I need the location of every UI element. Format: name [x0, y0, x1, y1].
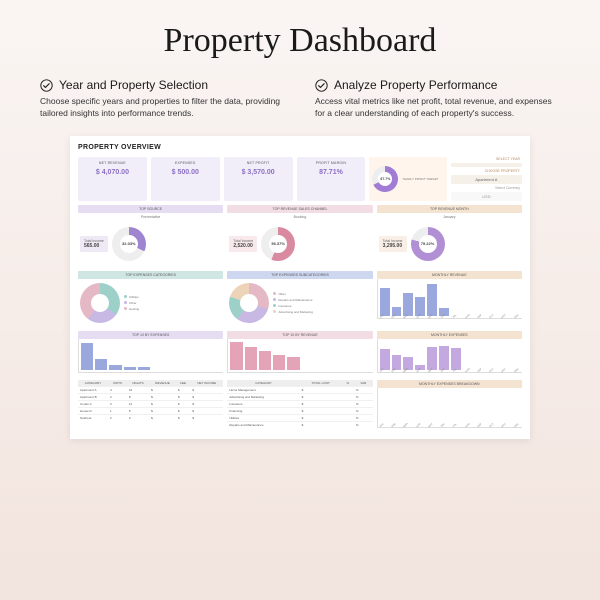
top-revenue-channel: TOP REVENUE SALES CHANNEL Booking Total …	[227, 205, 372, 267]
cost-table: CATEGORYTOTAL COST%VARHome Management$%A…	[227, 380, 372, 431]
sec-title: MONTHLY EXPENSES	[377, 331, 522, 339]
sec-title: TOP 10 BY REVENUE	[227, 331, 372, 339]
legend-item: Other	[273, 292, 313, 296]
feature-title: Year and Property Selection	[59, 78, 208, 92]
target-label: YEARLY PROFIT TARGET	[402, 177, 443, 181]
expense-categories: TOP EXPENSES CATEGORIES Utilities Other Ho…	[78, 271, 223, 327]
sec-title: TOP 10 BY EXPENSES	[78, 331, 223, 339]
feature-title: Analyze Property Performance	[334, 78, 497, 92]
currency-select[interactable]: USD	[451, 192, 522, 201]
monthly-expenses: MONTHLY EXPENSES JANFEBMARAPRMAYJUNJULAU…	[377, 331, 522, 376]
kpi-label: NET REVENUE	[80, 161, 145, 165]
category-table: CATEGORYUNITSNIGHTSREVENUEFEENET INCOMEA…	[78, 380, 223, 431]
sec-title: MONTHLY REVENUE	[377, 271, 522, 279]
feature-desc: Access vital metrics like net profit, to…	[315, 96, 560, 120]
table-row: Insurance$%	[227, 400, 372, 407]
year-label: SELECT YEAR	[451, 157, 522, 161]
features: Year and Property Selection Choose speci…	[0, 78, 600, 136]
legend-item: Other	[124, 301, 139, 305]
top-source: TOP SOURCE Preventative Total Income 565…	[78, 205, 223, 267]
bar	[124, 367, 136, 370]
bar	[95, 359, 107, 370]
legend-item: Insurance	[273, 304, 313, 308]
table-row: Advertising and Marketing$%	[227, 393, 372, 400]
table-row: Apartment A416$$$	[78, 386, 223, 393]
kpi-label: EXPENSES	[153, 161, 218, 165]
bar	[138, 367, 150, 369]
monthly-revenue: MONTHLY REVENUE JANFEBMARAPRMAYJUNJULAUG…	[377, 271, 522, 327]
month-name: January	[377, 213, 522, 221]
table-row: Condo C312$$$	[78, 400, 223, 407]
table-row: House D15$$$	[78, 407, 223, 414]
kpi-label: NET PROFIT	[226, 161, 291, 165]
prop-label: CHOOSE PROPERTY	[451, 169, 522, 173]
bar	[230, 342, 242, 370]
top10-expenses: TOP 10 BY EXPENSES	[78, 331, 223, 376]
sec-title: TOP REVENUE MONTH	[377, 205, 522, 213]
expense-subcategories: TOP EXPENSES SUBCATEGORIES Other Repairs …	[227, 271, 372, 327]
sec-title: TOP EXPENSES CATEGORIES	[78, 271, 223, 279]
check-circle-icon	[315, 79, 328, 92]
kpi-value: $ 3,570.00	[226, 169, 291, 176]
kpi-label: PROFIT MARGIN	[299, 161, 364, 165]
sec-title: TOP EXPENSES SUBCATEGORIES	[227, 271, 372, 279]
bar	[273, 355, 285, 370]
kpi-net-revenue: NET REVENUE $ 4,070.00	[78, 157, 147, 201]
bar	[245, 347, 257, 369]
income-box: Total Income 565.00	[80, 236, 108, 252]
top10-revenue: TOP 10 BY REVENUE	[227, 331, 372, 376]
bar	[259, 351, 271, 370]
legend-item: Hosting	[124, 307, 139, 311]
comparison-chart: MONTHLY EXPENSES BREAKDOWN JANFEBMARAPRM…	[377, 380, 522, 431]
bar	[287, 357, 299, 370]
legend-item: Advertising and Marketing	[273, 310, 313, 314]
kpi-net-profit: NET PROFIT $ 3,570.00	[224, 157, 293, 201]
feature-performance: Analyze Property Performance Access vita…	[315, 78, 560, 120]
target-card: 67.7% YEARLY PROFIT TARGET	[369, 157, 446, 201]
bar	[81, 343, 93, 370]
sec-title: TOP REVENUE SALES CHANNEL	[227, 205, 372, 213]
page-title: Property Dashboard	[0, 0, 600, 78]
year-select[interactable]	[451, 163, 522, 167]
table-row: Repairs and Maintenance$%	[227, 421, 372, 428]
sec-title: MONTHLY EXPENSES BREAKDOWN	[377, 380, 522, 388]
table-row: Utilities$%	[227, 414, 372, 421]
table-row: Financing$%	[227, 407, 372, 414]
table-row: Home Management$%	[227, 386, 372, 393]
feature-desc: Choose specific years and properties to …	[40, 96, 285, 120]
income-box: Total Income 2,520.00	[229, 236, 257, 252]
legend-item: Utilities	[124, 295, 139, 299]
kpi-value: $ 4,070.00	[80, 169, 145, 176]
top-month: TOP REVENUE MONTH January Total Income 3…	[377, 205, 522, 267]
source-name: Preventative	[78, 213, 223, 221]
legend-item: Repairs and Maintenance	[273, 298, 313, 302]
feature-selection: Year and Property Selection Choose speci…	[40, 78, 285, 120]
check-circle-icon	[40, 79, 53, 92]
bar	[109, 365, 121, 370]
income-box: Total Income 3,295.00	[379, 236, 407, 252]
table-row: Apartment B28$$$	[78, 393, 223, 400]
channel-name: Booking	[227, 213, 372, 221]
kpi-value: $ 500.00	[153, 169, 218, 176]
currency-label: Select Currency	[451, 186, 522, 190]
kpi-expenses: EXPENSES $ 500.00	[151, 157, 220, 201]
kpi-value: 87.71%	[299, 169, 364, 176]
kpi-profit-margin: PROFIT MARGIN 87.71%	[297, 157, 366, 201]
target-pct: 67.7%	[372, 166, 398, 192]
prop-select[interactable]: Apartment A	[451, 175, 522, 184]
dashboard: PROPERTY OVERVIEW NET REVENUE $ 4,070.00…	[70, 136, 530, 439]
sec-title: TOP SOURCE	[78, 205, 223, 213]
overview-title: PROPERTY OVERVIEW	[78, 144, 522, 151]
table-row: Studio E29$$$	[78, 414, 223, 421]
